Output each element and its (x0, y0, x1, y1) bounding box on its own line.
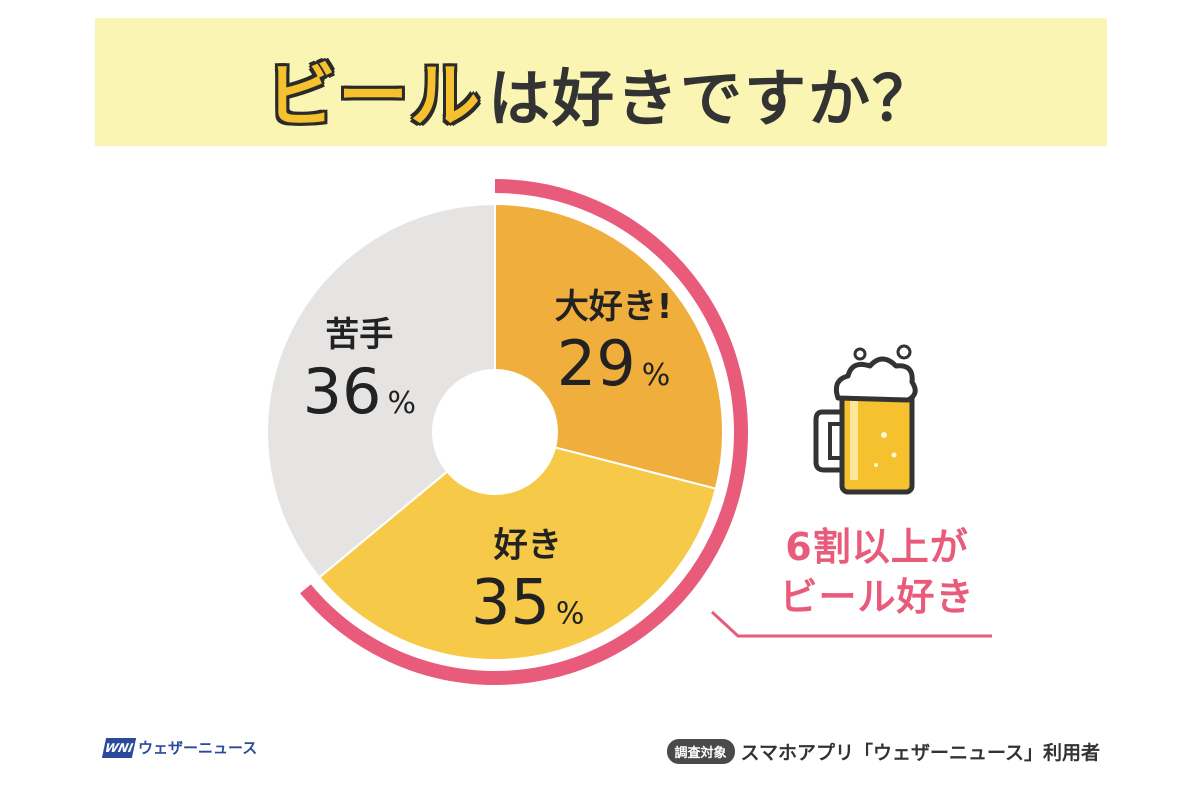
weathernews-logo: WNI ウェザーニュース (101, 737, 258, 758)
slice-value-label: 36% (303, 355, 416, 428)
callout-text: 6割以上が ビール好き (742, 522, 1012, 622)
callout-line-2: ビール好き (779, 575, 975, 619)
pie-slice (317, 446, 718, 661)
highlight-arc (300, 179, 748, 685)
logo-mark: WNI (101, 737, 137, 758)
logo-text: ウェザーニュース (138, 739, 258, 757)
slice-category-label: 苦手 (325, 315, 393, 355)
title-banner: ビールは好きですか？ (95, 18, 1107, 146)
survey-text: スマホアプリ「ウェザーニュース」利用者 (740, 742, 1100, 764)
pie-slice (266, 202, 496, 579)
pie-slice (494, 202, 724, 490)
slice-category-label: 大好き! (555, 287, 673, 327)
beer-mug-icon (813, 344, 918, 495)
callout-leader-line (710, 610, 992, 638)
chart-title: ビールは好きですか？ (95, 40, 1107, 141)
survey-note: 調査対象 スマホアプリ「ウェザーニュース」利用者 (666, 738, 1100, 765)
title-rest: は好きですか？ (487, 62, 936, 135)
callout-line-1: 6割以上が (785, 525, 969, 569)
slice-category-label: 好き (493, 525, 562, 565)
slice-value-label: 35% (471, 565, 584, 638)
survey-badge: 調査対象 (666, 739, 735, 764)
title-highlight: ビール (265, 55, 482, 137)
slice-value-label: 29% (557, 327, 670, 400)
